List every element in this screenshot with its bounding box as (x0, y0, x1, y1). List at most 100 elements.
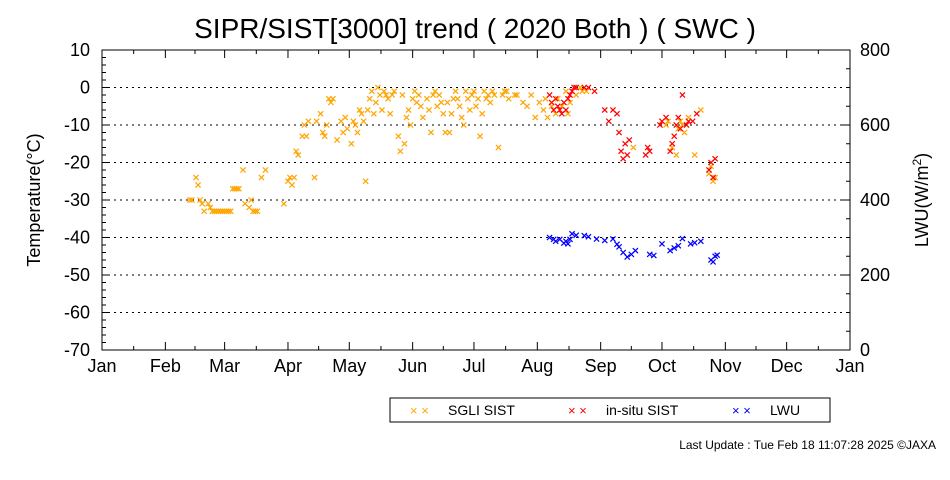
point-sgli-sist (407, 121, 414, 129)
point-sgli-sist (248, 196, 255, 204)
point-sgli-sist (673, 151, 680, 159)
point-in-situ-sist (656, 121, 663, 129)
point-in-situ-sist (562, 106, 569, 114)
point-lwu (609, 235, 616, 243)
point-sgli-sist (564, 110, 571, 117)
point-sgli-sist (205, 200, 212, 207)
y-tick-label: -50 (64, 265, 90, 285)
x-tick-label: Dec (771, 356, 803, 376)
point-lwu (675, 242, 682, 249)
point-sgli-sist (368, 88, 375, 95)
point-sgli-sist (362, 178, 369, 185)
point-lwu (564, 240, 571, 247)
legend-item-lwu: × × LWU (732, 402, 800, 418)
point-in-situ-sist (601, 106, 608, 114)
point-sgli-sist (399, 91, 406, 99)
y-tick-label: -10 (64, 115, 90, 135)
point-sgli-sist (462, 88, 469, 95)
point-sgli-sist (188, 196, 195, 204)
point-lwu (593, 235, 600, 243)
y2-tick-labels: 800 600 400 200 0 (860, 40, 890, 360)
point-in-situ-sist (566, 91, 574, 99)
point-sgli-sist (364, 106, 371, 114)
point-sgli-sist (712, 174, 719, 181)
point-sgli-sist (460, 121, 467, 129)
point-sgli-sist (401, 140, 408, 147)
point-sgli-sist (344, 125, 351, 132)
point-sgli-sist (391, 88, 398, 95)
point-sgli-sist (383, 91, 390, 99)
point-sgli-sist (293, 148, 300, 155)
point-sgli-sist (289, 181, 296, 189)
point-in-situ-sist (554, 103, 561, 110)
point-sgli-sist (254, 208, 261, 215)
point-in-situ-sist (712, 155, 719, 162)
y-tick-label: -30 (64, 190, 90, 210)
point-sgli-sist (258, 174, 265, 181)
point-sgli-sist (319, 129, 326, 136)
point-sgli-sist (356, 106, 363, 114)
x-tick-label: Jul (462, 356, 485, 376)
point-in-situ-sist (671, 133, 678, 140)
point-in-situ-sist (573, 84, 580, 91)
point-sgli-sist (505, 95, 512, 102)
point-sgli-sist (425, 106, 433, 114)
point-in-situ-sist (556, 106, 563, 114)
x-tick-label: Jun (398, 356, 427, 376)
point-sgli-sist (528, 91, 535, 99)
x-tick-label: May (332, 356, 366, 376)
point-sgli-sist (262, 166, 269, 174)
legend-marker-insitu: × × (568, 403, 587, 418)
point-lwu (624, 253, 631, 261)
y2-tick-label: 800 (860, 40, 890, 60)
point-sgli-sist (374, 84, 381, 91)
point-in-situ-sist (693, 110, 700, 117)
point-sgli-sist (428, 129, 435, 136)
point-sgli-sist (495, 144, 502, 151)
point-sgli-sist (197, 196, 204, 204)
point-sgli-sist (544, 114, 551, 121)
point-sgli-sist (423, 95, 430, 102)
x-tick-label: Jan (87, 356, 116, 376)
x-tick-label: Oct (648, 356, 676, 376)
point-sgli-sist (440, 110, 447, 117)
point-sgli-sist (540, 106, 547, 114)
point-sgli-sist (436, 91, 443, 99)
point-sgli-sist (192, 174, 200, 181)
legend-item-insitu: × × in-situ SIST (568, 402, 679, 418)
point-sgli-sist (524, 103, 531, 110)
point-sgli-sist (536, 99, 543, 106)
legend-item-sgli: × × SGLI SIST (410, 402, 515, 418)
y-tick-label: -20 (64, 153, 90, 173)
point-in-situ-sist (679, 91, 686, 99)
point-lwu (552, 238, 559, 245)
x-tick-label: Mar (209, 356, 240, 376)
point-sgli-sist (389, 91, 396, 99)
point-sgli-sist (348, 140, 355, 147)
point-lwu (667, 247, 674, 254)
point-sgli-sist (350, 118, 357, 125)
legend-marker-lwu: × × (732, 403, 751, 418)
point-lwu (573, 232, 580, 239)
point-in-situ-sist (626, 136, 633, 144)
y-tick-label: -40 (64, 228, 90, 248)
point-sgli-sist (452, 88, 459, 95)
point-sgli-sist (291, 174, 298, 181)
point-sgli-sist (630, 144, 637, 151)
point-sgli-sist (311, 174, 318, 181)
y2-tick-label: 200 (860, 265, 890, 285)
point-sgli-sist (479, 110, 486, 117)
point-lwu (646, 251, 653, 258)
point-in-situ-sist (564, 95, 571, 102)
point-sgli-sist (405, 106, 412, 114)
point-sgli-sist (468, 91, 475, 99)
legend-label-sgli: SGLI SIST (448, 402, 515, 418)
point-sgli-sist (370, 110, 377, 117)
point-sgli-sist (295, 151, 302, 159)
legend-box (389, 397, 831, 423)
point-sgli-sist (352, 121, 359, 129)
point-sgli-sist (501, 88, 508, 95)
point-sgli-sist (317, 110, 324, 117)
x-tick-labels: Jan Feb Mar Apr May Jun Jul Aug Sep Oct Nov Dec Jan (87, 356, 864, 376)
